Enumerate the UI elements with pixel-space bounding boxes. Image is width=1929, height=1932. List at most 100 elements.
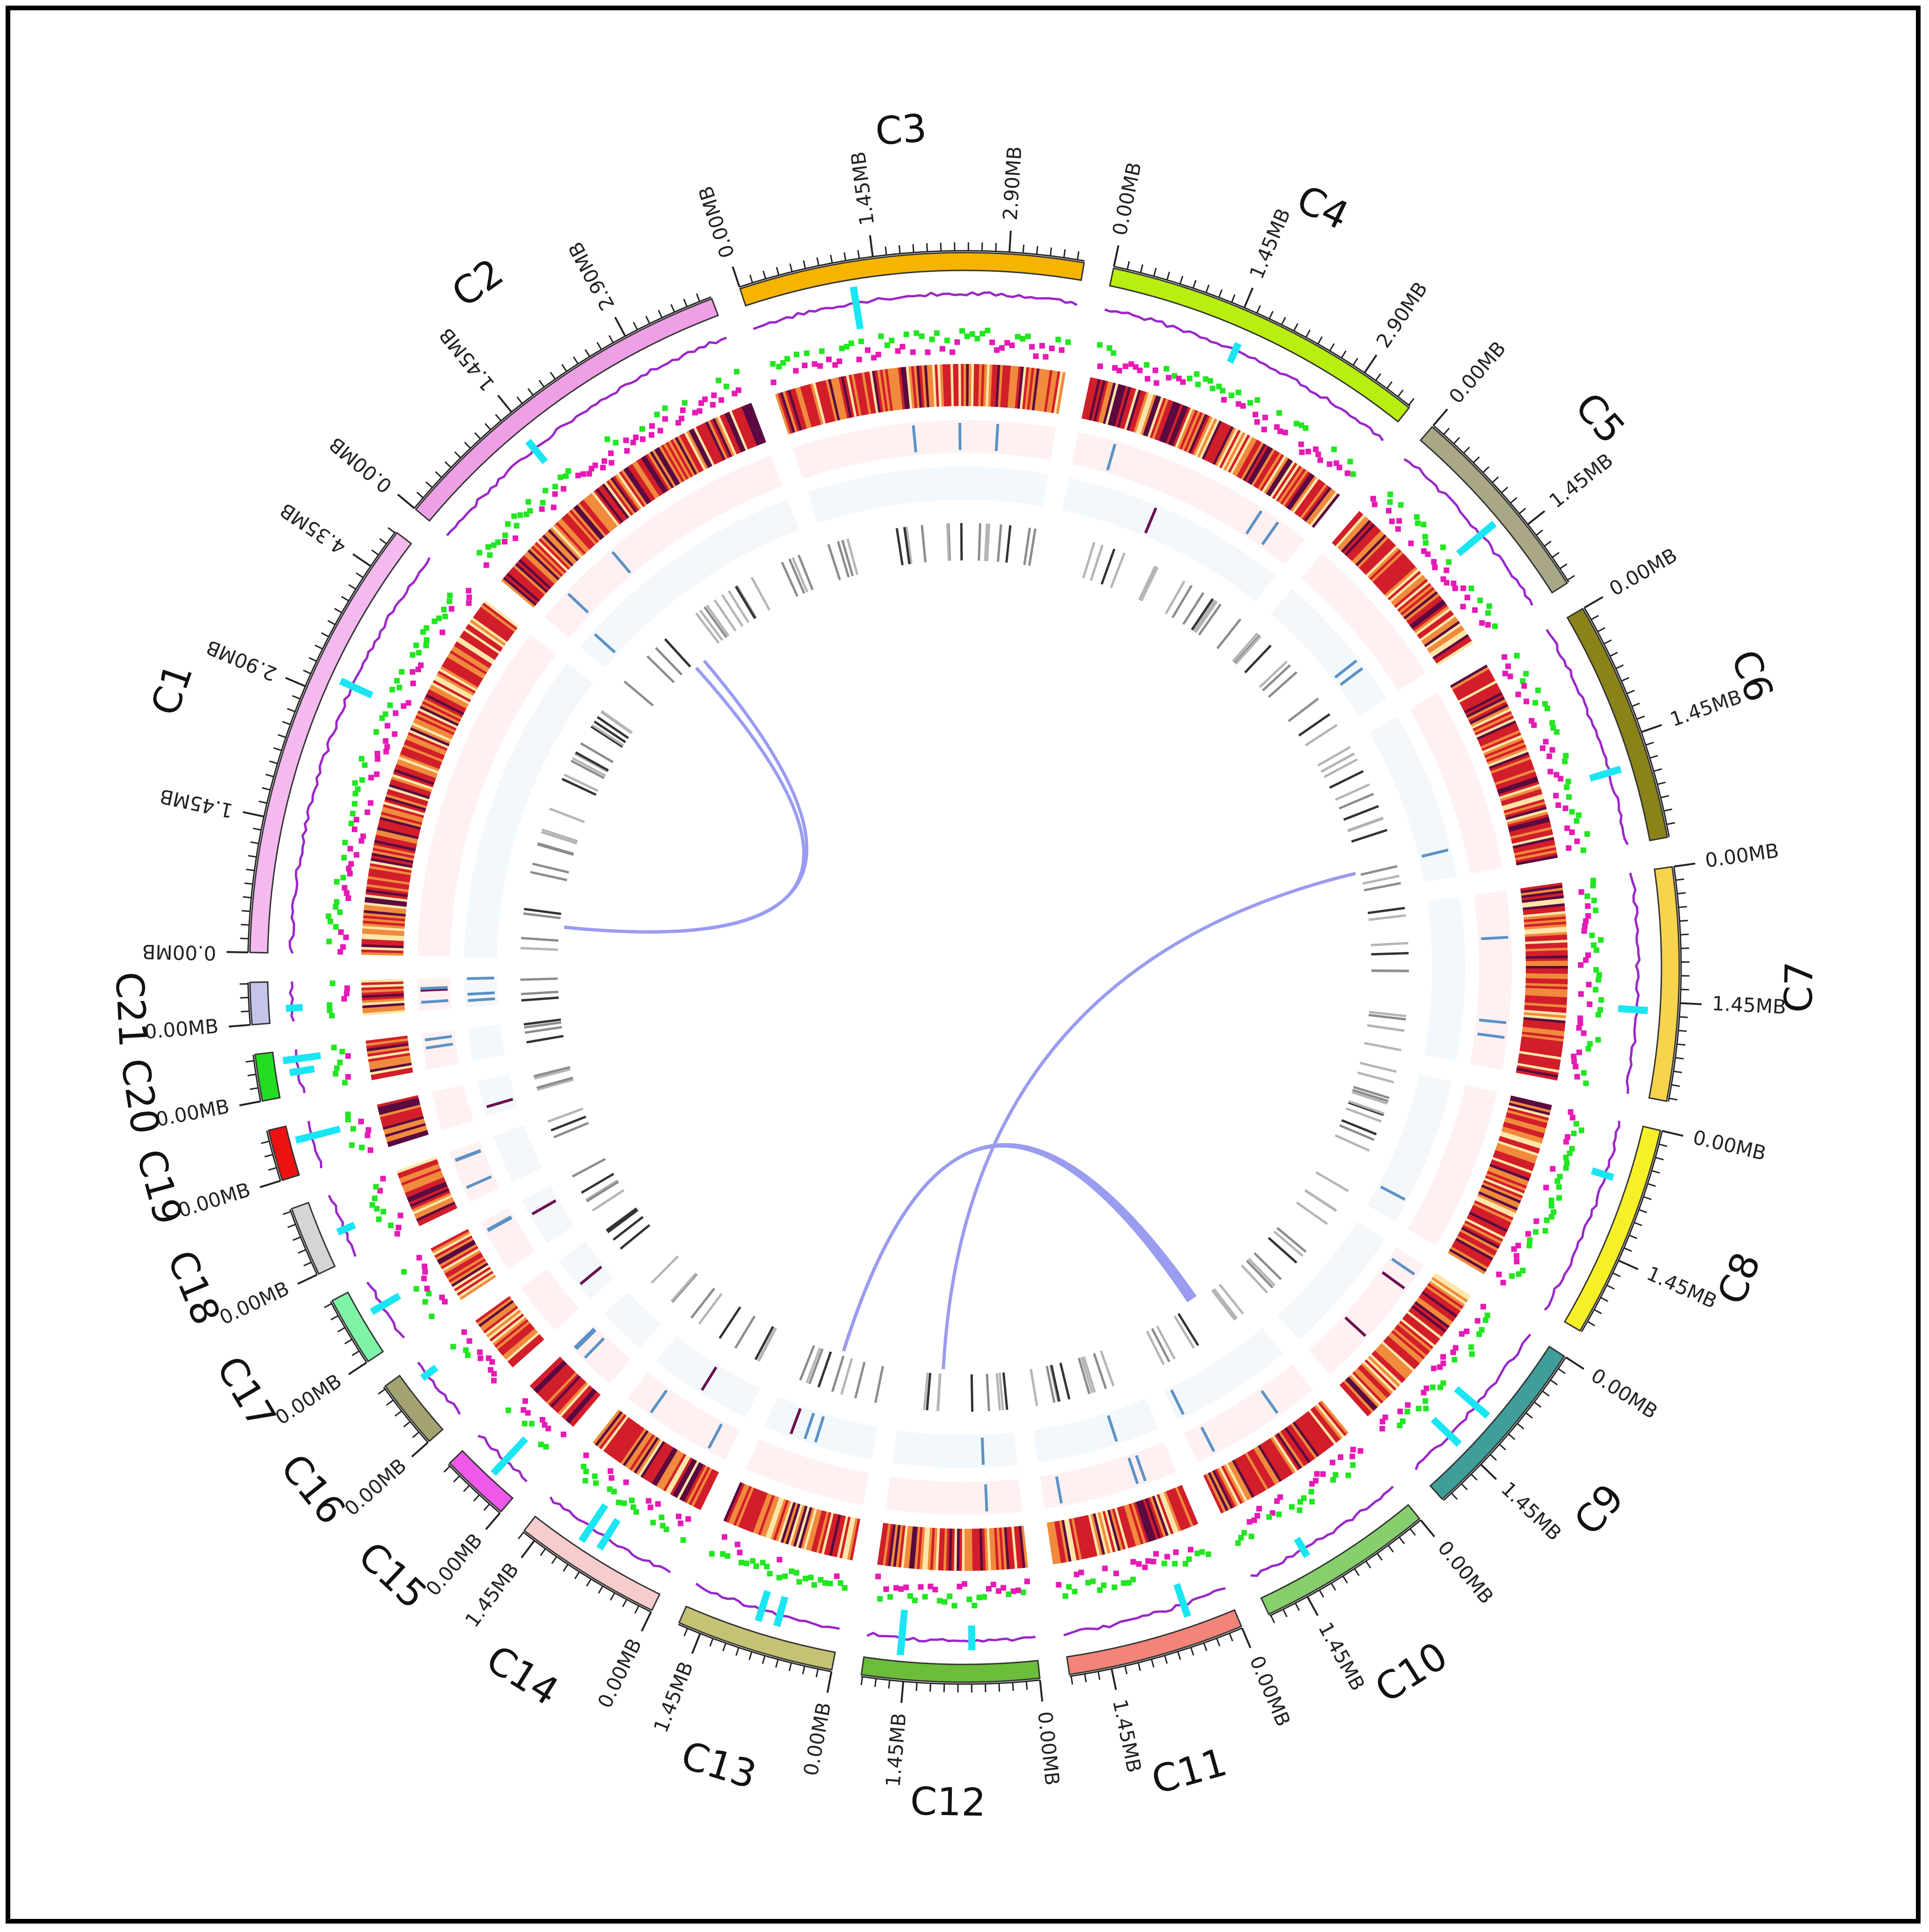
minor-tick-c3 xyxy=(816,257,819,266)
gc-point-c10 xyxy=(1289,1504,1295,1510)
heatmap-bin-c7 xyxy=(1524,919,1566,925)
minor-tick-c7 xyxy=(1668,1097,1678,1101)
gray-feature-c3 xyxy=(921,525,927,563)
gc-point-c13 xyxy=(793,1569,799,1576)
heatmap-bin-c13 xyxy=(780,1502,796,1543)
tick-label-c7-1: 1.45MB xyxy=(1711,992,1787,1018)
minor-tick-c17 xyxy=(344,1338,353,1344)
heatmap-bin-c1 xyxy=(429,687,468,709)
minor-tick-c20 xyxy=(247,1074,256,1076)
minor-tick-c12 xyxy=(860,1677,863,1685)
heatmap-bin-c2 xyxy=(542,534,574,567)
gc-point-c11 xyxy=(1142,1564,1148,1570)
heatmap-bin-c11 xyxy=(1076,1517,1088,1559)
gray-feature-c3 xyxy=(903,527,911,565)
minor-tick-c7 xyxy=(1678,906,1687,908)
gc-point-c8 xyxy=(1569,1146,1575,1152)
coverage-spike-c9 xyxy=(1430,1416,1462,1447)
gc-point-c21 xyxy=(344,985,350,991)
heatmap-bin-c1 xyxy=(406,734,447,753)
gray-feature-c3 xyxy=(837,541,850,578)
heatmap-bin-c11 xyxy=(1175,1487,1194,1527)
gc-point-c2 xyxy=(485,544,491,550)
gc-point-c12 xyxy=(1006,1591,1012,1597)
heatmap-bin-c13 xyxy=(740,1489,759,1529)
heatmap-bin-c1 xyxy=(413,719,453,740)
heatmap-bin-c2 xyxy=(589,493,618,528)
gc-point-c6 xyxy=(1515,691,1521,697)
heatmap-bin-c19 xyxy=(380,1109,422,1123)
heatmap-bin-c3 xyxy=(1000,365,1006,407)
tick-baseline-c1 xyxy=(247,531,396,952)
gc-point-c9 xyxy=(1484,1312,1490,1318)
heatmap-bin-c9 xyxy=(1403,1315,1439,1344)
gc-point-c1 xyxy=(359,755,365,762)
gc-point-c2 xyxy=(630,439,636,445)
gc-point-c16 xyxy=(466,1338,472,1344)
heatmap-bin-c11 xyxy=(1071,1518,1082,1560)
gc-point-c1 xyxy=(410,680,416,686)
heatmap-bin-c3 xyxy=(973,364,977,407)
coverage-spike-c4 xyxy=(1226,342,1242,364)
gc-point-c20 xyxy=(345,1053,351,1059)
gray-feature-c9 xyxy=(1296,1201,1328,1225)
heatmap-bin-c2 xyxy=(686,430,708,470)
heatmap-bin-c2 xyxy=(647,452,672,490)
ideogram-c21 xyxy=(249,981,271,1026)
heatmap-bin-c7 xyxy=(1525,952,1568,957)
gc-point-c11 xyxy=(1097,1587,1103,1593)
heatmap-bin-c6 xyxy=(1498,781,1540,797)
gc-point-c11 xyxy=(1164,1554,1170,1560)
heatmap-bin-c7 xyxy=(1525,937,1567,942)
gc-point-c2 xyxy=(716,378,722,384)
gc-point-c2 xyxy=(487,552,493,558)
heatmap-bin-c13 xyxy=(793,1505,808,1547)
heatmap-bin-c12 xyxy=(1006,1527,1013,1569)
heatmap-bin-c4 xyxy=(1286,472,1313,509)
heatmap-bin-c13 xyxy=(777,1501,794,1542)
minor-tick-c1 xyxy=(258,800,268,804)
gc-point-c9 xyxy=(1430,1384,1436,1390)
gc-point-c3 xyxy=(914,330,920,336)
tick-baseline-c13 xyxy=(678,1624,832,1672)
gray-feature-c6 xyxy=(1362,874,1400,885)
heatmap-bin-c1 xyxy=(442,663,480,687)
heatmap-bin-c8 xyxy=(1461,1227,1500,1249)
heatmap-bin-c12 xyxy=(1003,1527,1010,1569)
minor-tick-c2 xyxy=(516,396,523,404)
heatmap-bin-c13 xyxy=(847,1518,858,1560)
heatmap-bin-c5 xyxy=(1384,567,1418,597)
heatmap-bin-c10 xyxy=(1242,1453,1266,1492)
gc-point-c2 xyxy=(542,487,548,494)
heatmap-bin-c17 xyxy=(455,1268,493,1294)
gray-feature-c3 xyxy=(1028,528,1037,566)
link-6 xyxy=(842,1144,1190,1352)
gray-feature-c13 xyxy=(840,1358,853,1395)
gc-point-c14 xyxy=(580,1463,587,1469)
heatmap-bin-c8 xyxy=(1493,1155,1534,1171)
gc-point-c15 xyxy=(521,1407,527,1413)
gc-point-c4 xyxy=(1137,367,1143,373)
heatmap-bin-c14 xyxy=(623,1430,649,1467)
chromosome-label-c4: C4 xyxy=(1290,177,1356,239)
minor-tick-c1 xyxy=(355,572,364,578)
gc-point-c1 xyxy=(384,744,390,750)
gc-point-c8 xyxy=(1496,1271,1502,1278)
gc-point-c1 xyxy=(368,775,374,781)
heatmap-bin-c14 xyxy=(629,1434,655,1471)
heatmap-bin-c14 xyxy=(607,1420,635,1456)
minor-tick-c15 xyxy=(483,1503,490,1511)
heatmap-bin-c5 xyxy=(1372,553,1406,584)
gc-point-c1 xyxy=(439,629,445,635)
heatmap-bin-c1 xyxy=(444,659,482,683)
major-tick-c14 xyxy=(521,1540,536,1559)
feature-track-1-bg-c8 xyxy=(1407,1084,1498,1246)
feature-track-2-feature-c17 xyxy=(531,1199,557,1215)
feature-track-1-feature-c9 xyxy=(1391,1257,1415,1276)
minor-tick-c2 xyxy=(484,423,492,430)
heatmap-bin-c3 xyxy=(820,380,833,422)
heatmap-bin-c7 xyxy=(1523,903,1565,911)
heatmap-bin-c13 xyxy=(753,1493,770,1534)
minor-tick-c17 xyxy=(337,1327,346,1333)
heatmap-bin-c5 xyxy=(1395,581,1430,610)
